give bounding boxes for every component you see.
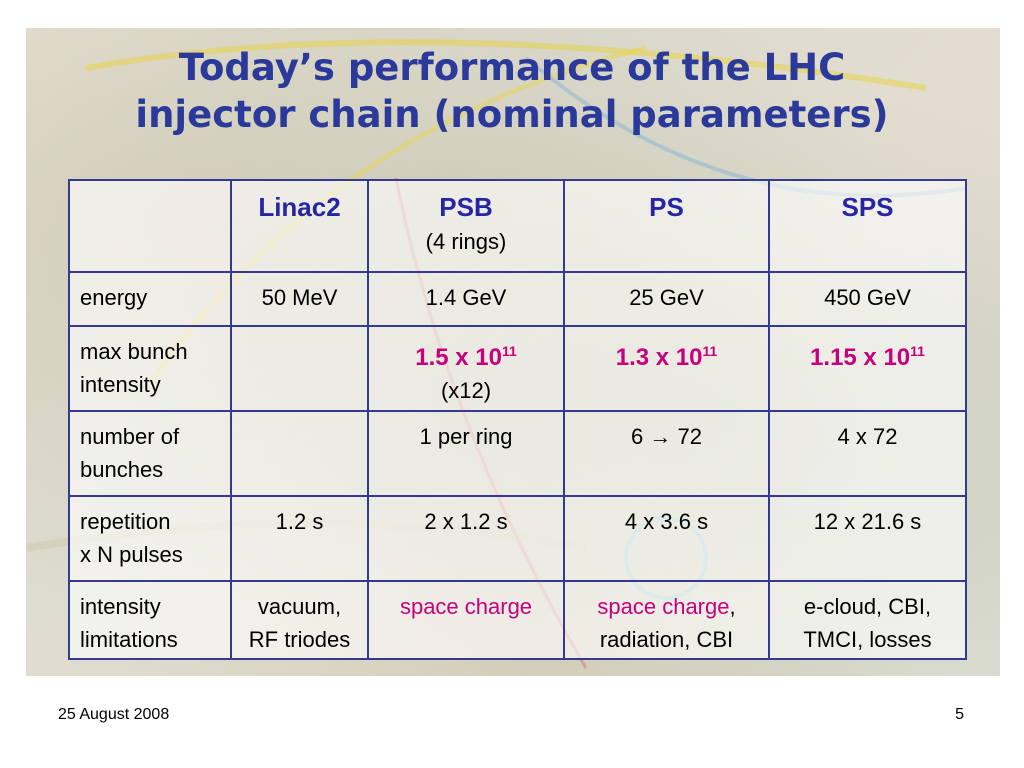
intensity-label-line2: intensity [80,372,161,397]
header-psb: PSB (4 rings) [367,179,565,273]
intensity-ps-value: 1.3 x 1011 [615,343,718,371]
header-psb-sub: (4 rings) [425,229,507,254]
limitations-ps-line2: radiation, CBI [599,627,734,652]
intensity-ps: 1.3 x 1011 [563,325,770,412]
limitations-linac2: vacuum, RF triodes [230,580,369,660]
limitations-ps-space-charge: space charge [597,594,730,619]
bunches-psb: 1 per ring [367,410,565,497]
limitations-label-line2: limitations [80,627,178,652]
bunches-label-line1: number of [80,424,180,449]
row-label-intensity: max bunch intensity [68,325,232,412]
table-header-row: Linac2 PSB (4 rings) PS SPS [68,179,967,273]
table-row-bunches: number of bunches 1 per ring 6 → 72 4 x … [68,410,967,497]
limitations-ps-comma: , [729,594,736,619]
intensity-sps-value: 1.15 x 1011 [810,343,925,371]
footer-date: 25 August 2008 [58,706,170,723]
bunches-ps: 6 → 72 [563,410,770,497]
header-sps: SPS [768,179,967,273]
limitations-ps: space charge, radiation, CBI [563,580,770,660]
limitations-sps: e-cloud, CBI, TMCI, losses [768,580,967,660]
header-psb-label: PSB [439,192,493,222]
intensity-label-line1: max bunch [80,339,188,364]
slide-title: Today’s performance of the LHC injector … [60,44,964,138]
row-label-energy: energy [68,271,232,327]
limitations-sps-line2: TMCI, losses [803,627,932,652]
energy-ps: 25 GeV [563,271,770,327]
repetition-label-line2: x N pulses [80,542,183,567]
intensity-psb-sub: (x12) [440,378,492,403]
energy-psb: 1.4 GeV [367,271,565,327]
limitations-psb-value: space charge [399,594,533,619]
limitations-linac2-line2: RF triodes [248,627,351,652]
header-ps: PS [563,179,770,273]
intensity-psb-value: 1.5 x 1011 [415,343,517,371]
title-line-1: Today’s performance of the LHC [178,46,846,89]
repetition-psb: 2 x 1.2 s [367,495,565,582]
intensity-psb: 1.5 x 1011 (x12) [367,325,565,412]
row-label-bunches: number of bunches [68,410,232,497]
energy-linac2: 50 MeV [230,271,369,327]
intensity-linac2 [230,325,369,412]
repetition-sps: 12 x 21.6 s [768,495,967,582]
bunches-label-line2: bunches [80,457,164,482]
energy-sps: 450 GeV [768,271,967,327]
intensity-sps: 1.15 x 1011 [768,325,967,412]
bunches-linac2 [230,410,369,497]
limitations-sps-line1: e-cloud, CBI, [803,594,932,619]
limitations-linac2-line1: vacuum, [257,594,342,619]
limitations-label-line1: intensity [80,594,161,619]
repetition-ps: 4 x 3.6 s [563,495,770,582]
injector-parameters-table: Linac2 PSB (4 rings) PS SPS energy 50 Me… [68,179,967,660]
table-row-energy: energy 50 MeV 1.4 GeV 25 GeV 450 GeV [68,271,967,327]
repetition-linac2: 1.2 s [230,495,369,582]
row-label-repetition: repetition x N pulses [68,495,232,582]
repetition-label-line1: repetition [80,509,171,534]
table-row-repetition: repetition x N pulses 1.2 s 2 x 1.2 s 4 … [68,495,967,582]
header-linac2: Linac2 [230,179,369,273]
title-line-2: injector chain (nominal parameters) [135,93,889,136]
page-number: 5 [955,706,964,723]
table-row-limitations: intensity limitations vacuum, RF triodes… [68,580,967,660]
row-label-limitations: intensity limitations [68,580,232,660]
bunches-sps: 4 x 72 [768,410,967,497]
limitations-psb: space charge [367,580,565,660]
header-empty-cell [68,179,232,273]
table-row-intensity: max bunch intensity 1.5 x 1011 (x12) 1.3… [68,325,967,412]
